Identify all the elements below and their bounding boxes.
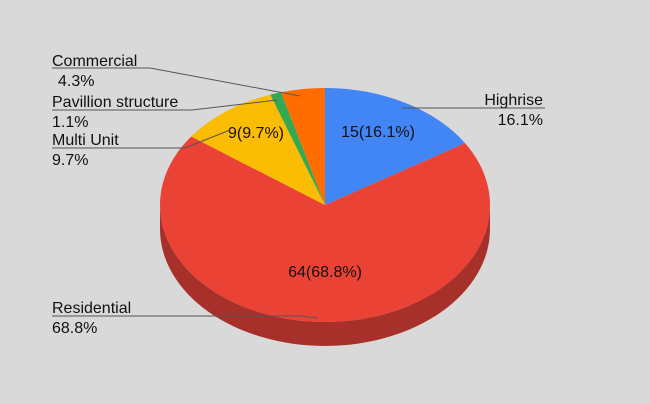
slice-data-label-1: 64(68.8%) [288, 264, 362, 281]
percent-label-3: 1.1% [52, 114, 88, 131]
category-label-0: Highrise [484, 92, 543, 109]
leader-line-3 [52, 99, 278, 111]
category-label-3: Pavillion structure [52, 94, 178, 111]
pie-slice-3 [270, 92, 325, 205]
pie-slice-4 [280, 88, 325, 205]
slice-data-label-0: 15(16.1%) [341, 124, 415, 141]
leader-line-4 [52, 67, 301, 97]
category-label-1: Residential [52, 300, 131, 317]
percent-label-1: 68.8% [52, 320, 97, 337]
category-label-4: Commercial [52, 53, 137, 70]
percent-label-0: 16.1% [498, 112, 543, 129]
percent-label-2: 9.7% [52, 152, 88, 169]
leader-line-2 [52, 129, 231, 149]
category-label-2: Multi Unit [52, 132, 119, 149]
pie-slice-1 [160, 136, 490, 322]
leader-line-1 [52, 315, 319, 319]
pie-slice-2 [191, 94, 325, 205]
pie-side-1 [160, 205, 490, 346]
slice-data-label-2: 9(9.7%) [228, 125, 284, 142]
percent-label-4: 4.3% [58, 73, 94, 90]
pie-slice-0 [325, 88, 466, 205]
